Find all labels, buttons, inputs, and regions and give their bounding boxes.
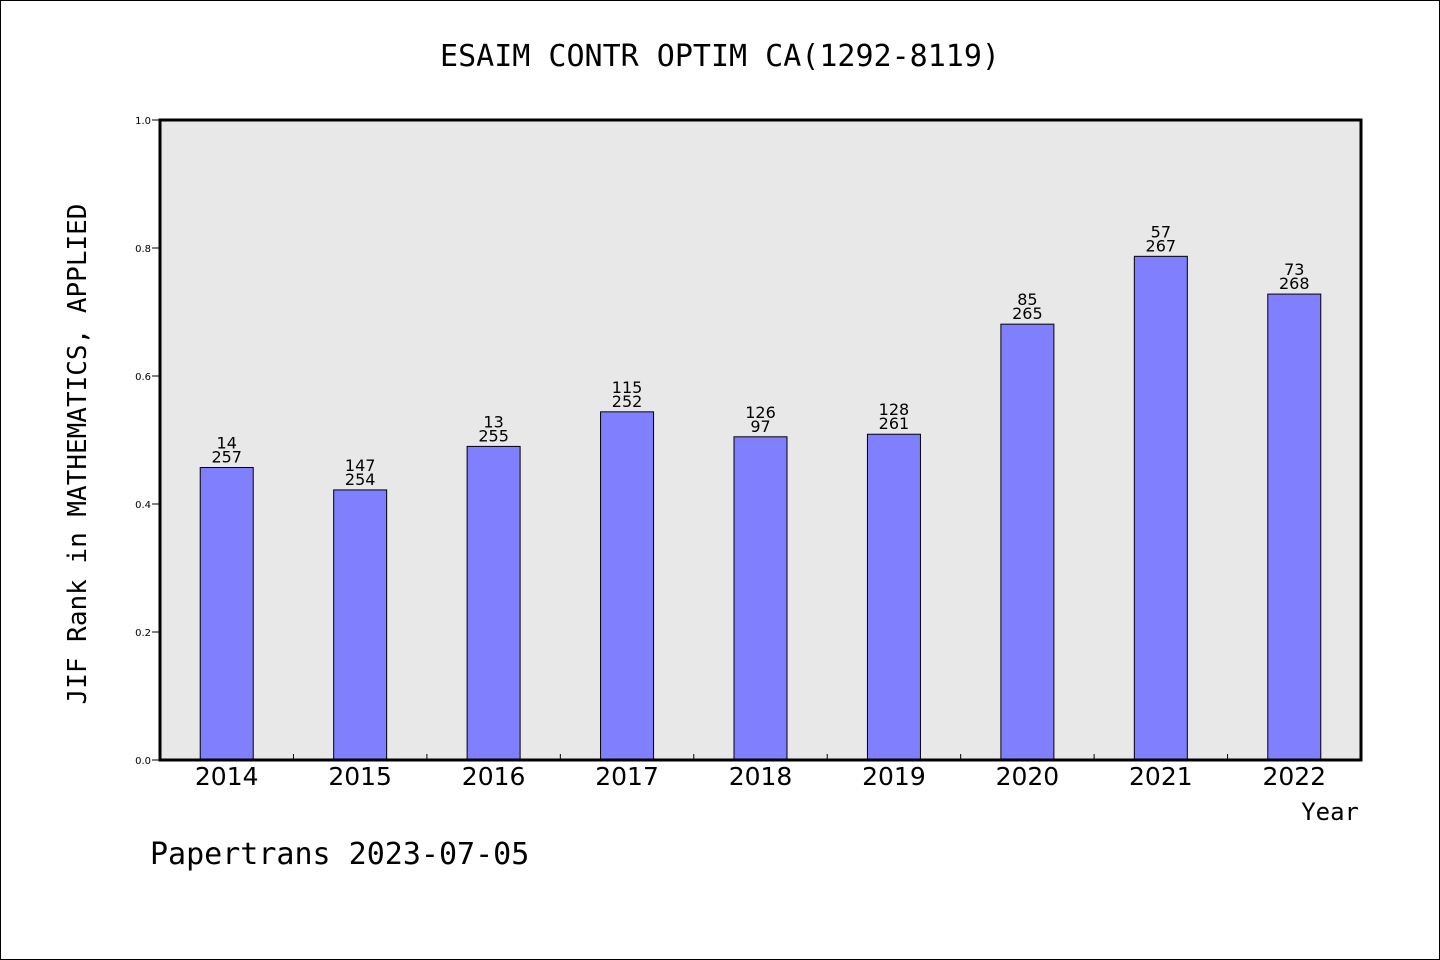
bar-2021	[1133, 255, 1188, 761]
y-tick-label: 0.4	[135, 500, 151, 511]
bar-rank-label: 128	[879, 400, 910, 419]
x-axis: 2014 2015 2016 2017 2018 2019 2020 2021 2022	[195, 754, 1326, 791]
bar-rank-label: 126	[745, 403, 776, 422]
x-tick-label: 2014	[195, 762, 259, 791]
y-tick-label: 0.8	[135, 244, 151, 255]
x-tick-label: 2018	[729, 762, 793, 791]
bar-2022	[1267, 293, 1322, 761]
x-tick-label: 2017	[595, 762, 659, 791]
x-tick-label: 2020	[996, 762, 1060, 791]
bar-2020	[1000, 323, 1055, 761]
x-tick-label: 2016	[462, 762, 526, 791]
x-tick-label: 2019	[862, 762, 926, 791]
bar-rank-label: 73	[1284, 260, 1304, 279]
y-tick-label: 1.0	[135, 116, 151, 127]
bar-2015	[333, 489, 388, 761]
y-axis-label: JIF Rank in MATHEMATICS, APPLIED	[63, 204, 93, 705]
bar-rank-label: 13	[483, 412, 503, 431]
x-tick-label: 2015	[328, 762, 392, 791]
bar-total-label: 254	[345, 470, 376, 489]
bar-total-label: 268	[1279, 274, 1310, 293]
x-tick-label: 2022	[1262, 762, 1326, 791]
y-axis: 0.0 0.2 0.4 0.6 0.8 1.0	[135, 116, 160, 767]
plot-border	[158, 118, 1363, 762]
chart-title: ESAIM CONTR OPTIM CA(1292-8119)	[440, 39, 1000, 74]
y-tick-label: 0.6	[135, 372, 151, 383]
bar-total-label: 252	[612, 392, 643, 411]
bar-total-label: 255	[478, 426, 509, 445]
bar-rank-label: 57	[1151, 222, 1171, 241]
bar-rank-label: 85	[1017, 290, 1037, 309]
bar-2016	[466, 445, 521, 761]
bar-total-label: 257	[211, 448, 242, 467]
bar-rank-label: 115	[612, 378, 643, 397]
bars	[199, 255, 1322, 761]
bar-2019	[866, 433, 921, 761]
bar-total-label: 261	[879, 414, 910, 433]
x-axis-label: Year	[1301, 798, 1359, 826]
bar-2018	[733, 436, 788, 761]
bar-2014	[199, 467, 254, 761]
bar-total-label: 267	[1146, 236, 1177, 255]
bar-rank-label: 14	[217, 434, 237, 453]
y-tick-label: 0.0	[135, 756, 151, 767]
bar-total-label: 97	[750, 417, 770, 436]
bar-2017	[600, 411, 655, 761]
footer-credit: Papertrans 2023-07-05	[150, 837, 529, 872]
x-tick-label: 2021	[1129, 762, 1193, 791]
bar-rank-label: 147	[345, 456, 376, 475]
y-tick-label: 0.2	[135, 628, 151, 639]
bar-total-label: 265	[1012, 304, 1043, 323]
